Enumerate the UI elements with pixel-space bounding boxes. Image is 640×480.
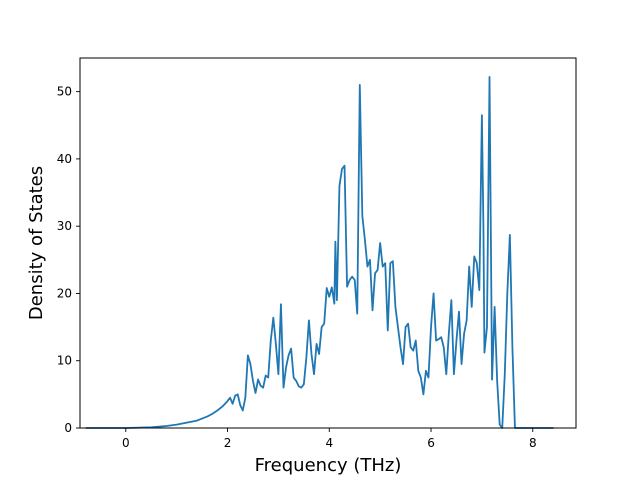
x-tick-label: 8 xyxy=(529,436,537,450)
x-tick-label: 4 xyxy=(325,436,333,450)
x-axis-ticks: 0 2 4 6 8 xyxy=(122,428,537,450)
y-tick-label: 0 xyxy=(64,421,72,435)
x-tick-label: 2 xyxy=(224,436,232,450)
dos-series-line xyxy=(85,75,555,429)
plot-area xyxy=(80,58,576,428)
y-tick-label: 40 xyxy=(57,152,72,166)
x-axis-label: Frequency (THz) xyxy=(255,455,402,476)
y-tick-label: 20 xyxy=(57,286,72,300)
y-tick-label: 30 xyxy=(57,219,72,233)
y-axis-label: Density of States xyxy=(26,166,47,320)
y-axis-ticks: 0 10 20 30 40 50 xyxy=(57,85,80,435)
x-tick-label: 6 xyxy=(427,436,435,450)
x-tick-label: 0 xyxy=(122,436,130,450)
y-tick-label: 10 xyxy=(57,354,72,368)
y-tick-label: 50 xyxy=(57,85,72,99)
plot-frame xyxy=(79,57,577,429)
